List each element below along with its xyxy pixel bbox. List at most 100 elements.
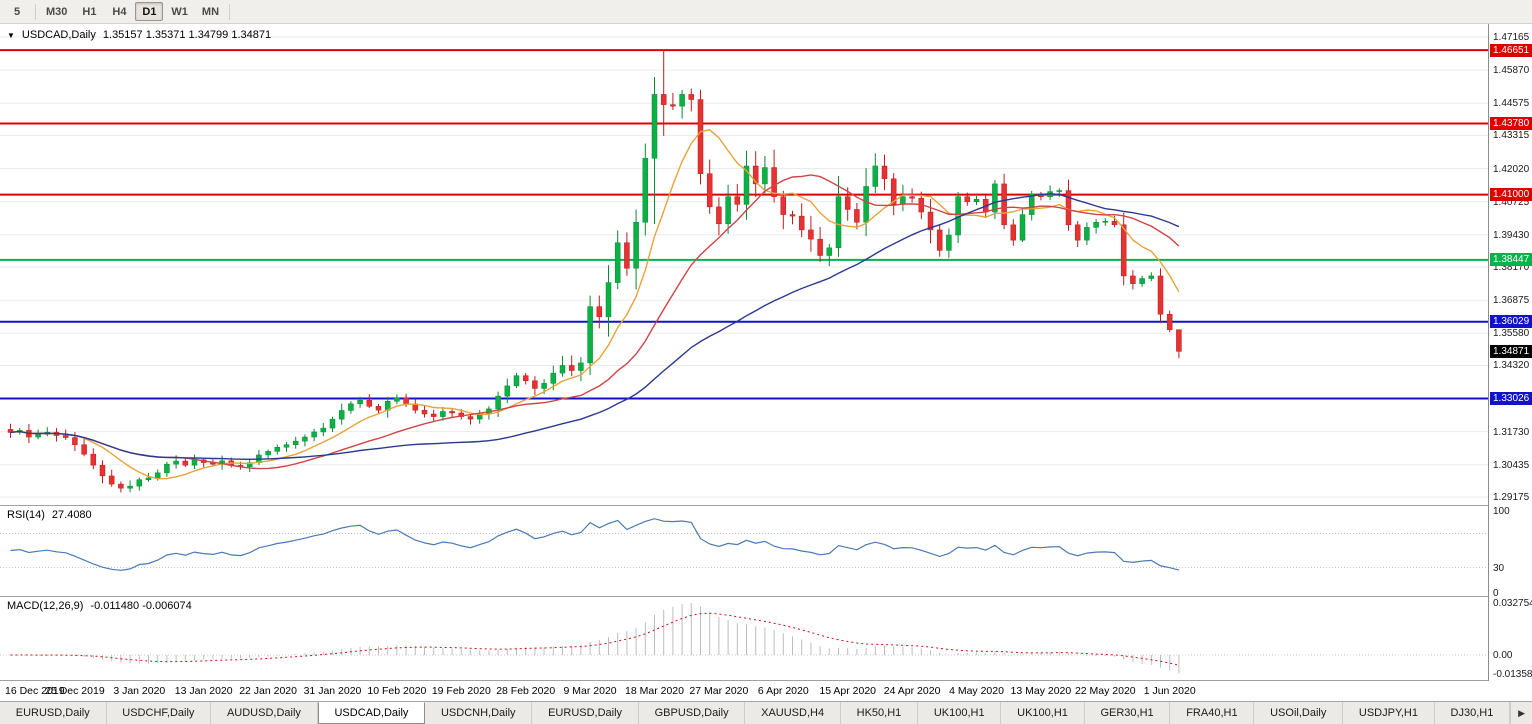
time-axis-label: 22 Jan 2020 xyxy=(239,685,297,697)
time-axis-label: 16 Dec 2019 xyxy=(5,685,65,697)
price-axis-tick: 1.35580 xyxy=(1493,328,1530,340)
toolbar-separator xyxy=(35,3,36,20)
chart-tab-hk50-h1[interactable]: HK50,H1 xyxy=(841,702,919,724)
timeframe-button-mn[interactable]: MN xyxy=(201,5,220,18)
price-axis-tick: 1.43315 xyxy=(1493,130,1530,142)
time-axis-label: 1 Jun 2020 xyxy=(1143,685,1196,697)
time-axis-label: 13 Jan 2020 xyxy=(174,685,233,697)
timeframe-button-h4[interactable]: H4 xyxy=(112,5,127,18)
tabs-scroll-right-icon[interactable]: ▶ xyxy=(1510,702,1532,724)
time-axis-label: 9 Mar 2020 xyxy=(563,685,617,697)
rsi-name: RSI(14) xyxy=(7,509,45,521)
macd-axis-tick: 0.032754 xyxy=(1493,598,1532,609)
timeframe-button-m30[interactable]: M30 xyxy=(46,5,68,18)
chart-ohlc-values: 1.35157 1.35371 1.34799 1.34871 xyxy=(102,29,272,41)
time-axis-label: 10 Feb 2020 xyxy=(367,685,427,697)
time-axis-label: 27 Mar 2020 xyxy=(689,685,749,697)
time-axis-label: 24 Apr 2020 xyxy=(883,685,941,697)
grid-lines xyxy=(0,36,1488,498)
timeframe-button-d1[interactable]: D1 xyxy=(135,2,164,21)
rsi-axis-tick: 0 xyxy=(1493,588,1499,599)
macd-signal-line xyxy=(10,612,1180,666)
rsi-line xyxy=(10,518,1180,571)
candles xyxy=(7,49,1182,493)
price-axis-tick: 1.40725 xyxy=(1493,196,1530,208)
ma-fast-line xyxy=(10,129,1180,480)
chart-tab-gbpusd-daily[interactable]: GBPUSD,Daily xyxy=(639,702,746,724)
macd-name: MACD(12,26,9) xyxy=(7,600,84,612)
price-axis-tick: 1.38170 xyxy=(1493,262,1530,273)
timeframe-button-5[interactable]: 5 xyxy=(13,5,21,18)
price-axis-tick: 1.34320 xyxy=(1493,360,1530,372)
chart-tab-usoil-daily[interactable]: USOil,Daily xyxy=(1254,702,1344,724)
time-axis-label: 4 May 2020 xyxy=(949,685,1004,697)
chart-tab-usdcad-daily[interactable]: USDCAD,Daily xyxy=(317,702,426,724)
price-line-tag: 1.41000 xyxy=(1490,188,1532,202)
price-axis-tick: 1.29175 xyxy=(1493,492,1530,503)
macd-pane-divider[interactable] xyxy=(0,596,1532,597)
price-axis-tick: 1.44575 xyxy=(1493,98,1530,110)
price-axis-tick: 1.36875 xyxy=(1493,295,1530,307)
chart-tab-usdjpy-h1[interactable]: USDJPY,H1 xyxy=(1343,702,1435,724)
macd-current-values: -0.011480 -0.006074 xyxy=(90,600,192,612)
price-line-tag: 1.38447 xyxy=(1490,253,1532,267)
time-axis-label: 15 Apr 2020 xyxy=(819,685,877,697)
timeframe-button-w1[interactable]: W1 xyxy=(171,5,188,18)
timeframe-button-h1[interactable]: H1 xyxy=(82,5,97,18)
chart-title: ▼ USDCAD,Daily 1.35157 1.35371 1.34799 1… xyxy=(7,29,271,41)
price-line-tag: 1.46651 xyxy=(1490,43,1532,57)
rsi-label: RSI(14) 27.4080 xyxy=(7,509,92,521)
chart-tab-uk100-h1[interactable]: UK100,H1 xyxy=(1001,702,1085,724)
support-resistance-lines[interactable] xyxy=(0,49,1488,400)
chart-tab-usdcnh-daily[interactable]: USDCNH,Daily xyxy=(425,702,533,724)
price-axis-tick: 1.47165 xyxy=(1493,32,1530,43)
chart-tab-xauusd-h4[interactable]: XAUUSD,H4 xyxy=(745,702,841,724)
time-axis-label: 18 Mar 2020 xyxy=(625,685,684,697)
rsi-pane-divider[interactable] xyxy=(0,505,1532,506)
time-axis-divider xyxy=(0,680,1532,681)
macd-histogram xyxy=(19,603,1180,674)
time-axis-label: 13 May 2020 xyxy=(1010,685,1072,697)
price-axis-tick: 1.42020 xyxy=(1493,163,1530,175)
time-axis[interactable]: 16 Dec 2019 25 Dec 2019 3 Jan 2020 13 Jan 2… xyxy=(0,681,1532,701)
time-axis-label: 25 Dec 2019 xyxy=(45,685,105,697)
rsi-axis-tick: 30 xyxy=(1493,562,1505,574)
main-price-chart[interactable] xyxy=(0,24,1488,505)
chart-tabs-bar: EURUSD,Daily USDCHF,Daily AUDUSD,Daily USDC… xyxy=(0,701,1532,724)
chart-tab-eurusd-daily[interactable]: EURUSD,Daily xyxy=(0,702,107,724)
ma-mid-line xyxy=(10,174,1180,470)
chart-symbol-period: USDCAD,Daily xyxy=(21,29,96,41)
price-line-tag: 1.36029 xyxy=(1490,315,1532,329)
chart-tab-eurusd-daily[interactable]: EURUSD,Daily xyxy=(532,702,639,724)
macd-indicator-pane[interactable] xyxy=(0,597,1488,680)
chart-tab-ger30-h1[interactable]: GER30,H1 xyxy=(1085,702,1171,724)
chart-tab-dj30-h1[interactable]: DJ30,H1 xyxy=(1435,702,1511,724)
chart-tab-audusd-daily[interactable]: AUDUSD,Daily xyxy=(211,702,318,724)
macd-axis-tick: 0.00 xyxy=(1493,650,1513,661)
time-axis-label: 22 May 2020 xyxy=(1074,685,1136,697)
price-line-tag: 1.43780 xyxy=(1490,117,1532,131)
price-line-tag: 1.33026 xyxy=(1490,392,1532,406)
price-axis-tick: 1.31730 xyxy=(1493,426,1530,438)
rsi-indicator-pane[interactable] xyxy=(0,506,1488,596)
time-axis-label: 31 Jan 2020 xyxy=(303,685,362,697)
price-axis-tick: 1.45870 xyxy=(1493,65,1530,77)
price-axis-tick: 1.30435 xyxy=(1493,459,1530,471)
toolbar-separator xyxy=(229,3,231,20)
macd-axis-tick: -0.013586 xyxy=(1493,669,1532,680)
timeframe-toolbar: 5 M30 H1 H4 D1 W1 MN xyxy=(0,0,1532,24)
rsi-axis-tick: 100 xyxy=(1493,506,1510,517)
chart-tab-usdchf-daily[interactable]: USDCHF,Daily xyxy=(107,702,212,724)
chart-tab-fra40-h1[interactable]: FRA40,H1 xyxy=(1170,702,1255,724)
chart-dropdown-icon[interactable]: ▼ xyxy=(7,30,15,40)
time-axis-label: 28 Feb 2020 xyxy=(496,685,556,697)
current-price-tag: 1.34871 xyxy=(1490,344,1532,358)
time-axis-label: 3 Jan 2020 xyxy=(113,685,166,697)
ma-slow-line xyxy=(10,193,1180,461)
time-axis-label: 19 Feb 2020 xyxy=(431,685,491,697)
rsi-current-value: 27.4080 xyxy=(51,509,92,521)
price-axis[interactable]: 1.47165 1.45870 1.44575 1.43315 1.42020 1.407… xyxy=(1488,24,1532,681)
macd-label: MACD(12,26,9) -0.011480 -0.006074 xyxy=(7,600,192,612)
chart-tab-uk100-h1[interactable]: UK100,H1 xyxy=(918,702,1002,724)
